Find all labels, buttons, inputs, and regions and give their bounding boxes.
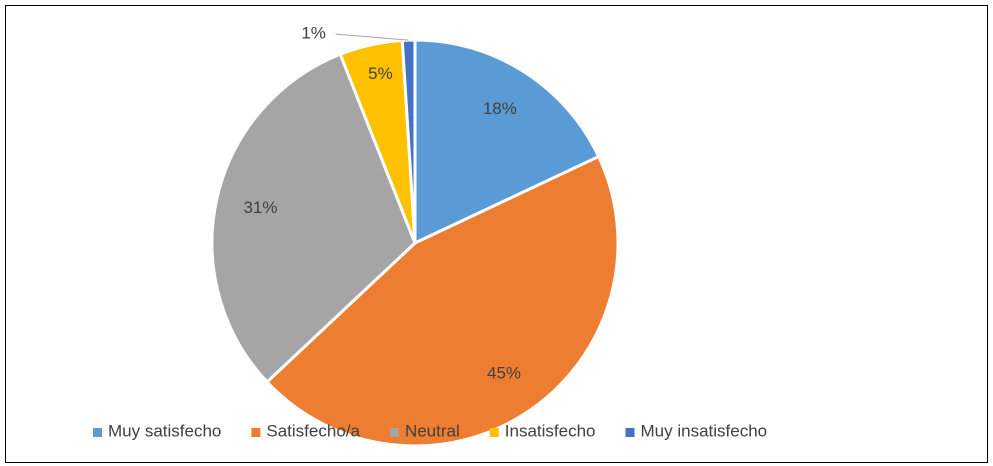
pie-slice (210, 52, 417, 385)
data-label: 31% (243, 198, 277, 217)
leader-line (335, 33, 409, 41)
legend-swatch (93, 428, 102, 437)
pie-slice (264, 154, 620, 448)
pie-slice (413, 38, 601, 246)
legend-swatch (251, 428, 261, 437)
data-label: 18% (483, 99, 517, 118)
legend-label: Satisfecho/a (266, 421, 360, 440)
data-label: 1% (301, 24, 326, 43)
legend-swatch (389, 428, 399, 437)
legend-swatch (625, 428, 635, 437)
legend-label: Muy insatisfecho (641, 421, 768, 440)
legend-label: Muy satisfecho (108, 421, 221, 440)
data-label: 5% (368, 64, 393, 83)
legend-label: Insatisfecho (505, 421, 596, 440)
legend-label: Neutral (405, 421, 460, 440)
data-label: 45% (487, 363, 521, 382)
legend-swatch (489, 428, 499, 437)
pie-slice (400, 38, 417, 244)
